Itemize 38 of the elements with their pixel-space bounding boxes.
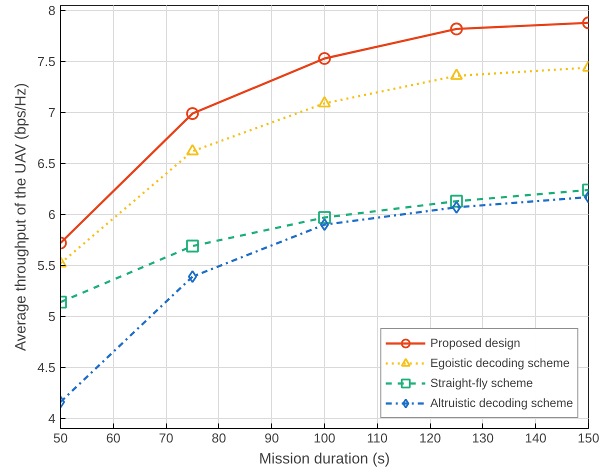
point (186, 144, 199, 156)
y-tick-label: 5 (48, 308, 56, 324)
point (318, 52, 331, 65)
y-tick-label: 6.5 (37, 156, 56, 171)
x-tick-label: 60 (106, 430, 121, 446)
y-tick-label: 4.5 (37, 360, 56, 375)
x-tick-label: 50 (53, 430, 68, 446)
y-tick-label: 8 (48, 3, 56, 18)
x-tick-label: 90 (264, 430, 279, 446)
legend-label: Straight-fly scheme (430, 376, 533, 390)
x-tick-label: 110 (366, 430, 388, 446)
point (186, 240, 199, 252)
legend-label: Proposed design (430, 336, 520, 350)
y-tick-label: 6 (48, 206, 56, 222)
y-tick-label: 7.5 (37, 54, 56, 70)
point (450, 68, 463, 80)
point (320, 218, 330, 232)
x-tick-label: 80 (212, 430, 226, 446)
point (318, 211, 331, 224)
point (188, 270, 198, 284)
x-axis-title: Mission duration (s) (259, 450, 390, 468)
y-axis-title: Average throughput of the UAV (bps/Hz) (12, 83, 30, 351)
point (450, 22, 463, 36)
x-tick-label: 100 (314, 430, 336, 446)
x-tick-label: 120 (419, 430, 441, 446)
legend-label: Egoistic decoding scheme (430, 356, 570, 370)
x-tick-label: 130 (472, 430, 494, 446)
y-tick-label: 5.5 (37, 258, 56, 273)
legend-label: Altruistic decoding scheme (430, 396, 573, 410)
point (186, 107, 199, 120)
x-tick-label: 70 (158, 430, 174, 446)
x-tick-label: 140 (524, 430, 547, 446)
x-tick-label: 150 (578, 430, 600, 446)
y-tick-label: 4 (48, 410, 56, 426)
point (452, 200, 462, 214)
point (450, 194, 463, 208)
y-tick-label: 7 (48, 105, 56, 120)
point (318, 96, 331, 108)
